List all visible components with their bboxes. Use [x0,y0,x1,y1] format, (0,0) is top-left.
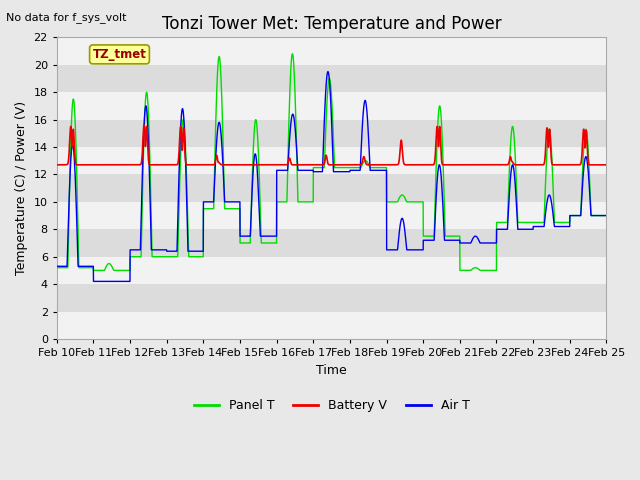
Title: Tonzi Tower Met: Temperature and Power: Tonzi Tower Met: Temperature and Power [162,15,501,33]
Bar [57,312,606,339]
Bar [57,120,606,147]
Bar [57,229,606,257]
Bar [57,202,606,229]
Y-axis label: Temperature (C) / Power (V): Temperature (C) / Power (V) [15,101,28,275]
Text: TZ_tmet: TZ_tmet [93,48,147,61]
Bar [57,257,606,284]
Bar [57,174,606,202]
Bar [57,65,606,92]
Bar [57,284,606,312]
X-axis label: Time: Time [316,363,347,376]
Bar [57,147,606,174]
Legend: Panel T, Battery V, Air T: Panel T, Battery V, Air T [189,394,474,417]
Bar [57,37,606,65]
Text: No data for f_sys_volt: No data for f_sys_volt [6,12,127,23]
Bar [57,92,606,120]
